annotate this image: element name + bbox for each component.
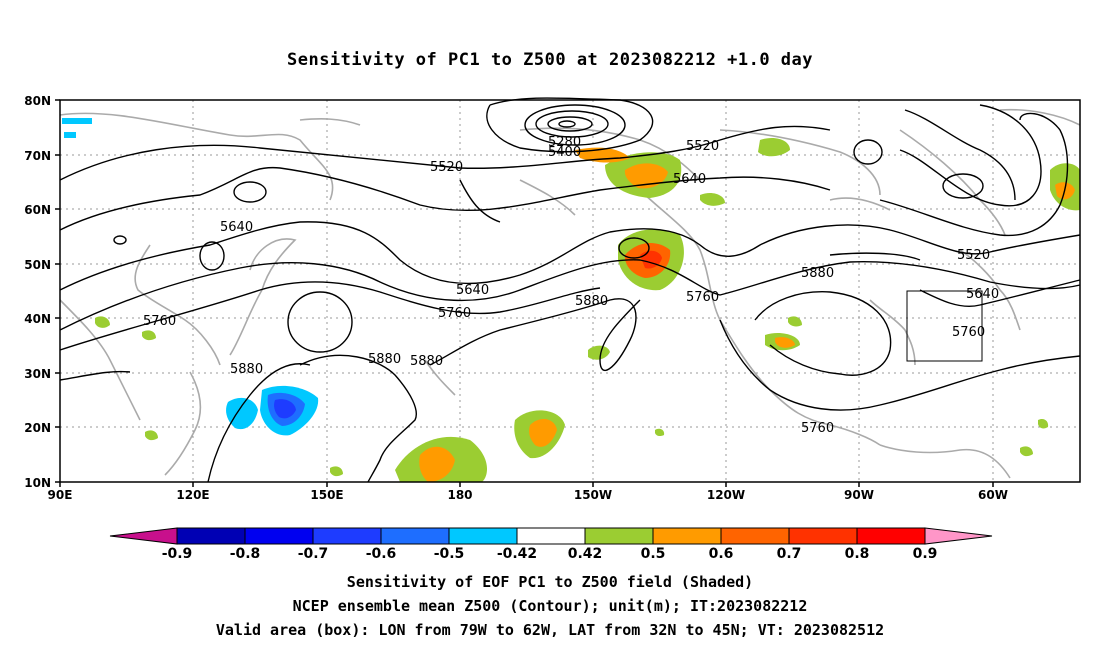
svg-text:40N: 40N — [24, 312, 51, 326]
colorbar-tick-label: 0.6 — [709, 546, 734, 562]
colorbar-tick-label: 0.7 — [777, 546, 802, 562]
grid-lines — [60, 100, 1080, 482]
svg-text:5880: 5880 — [801, 266, 834, 281]
sensitivity-shading — [62, 118, 1080, 482]
svg-text:5520: 5520 — [430, 160, 463, 175]
caption-shaded: Sensitivity of EOF PC1 to Z500 field (Sh… — [346, 573, 754, 591]
latitude-labels: 80N 70N 60N 50N 40N 30N 20N 10N — [24, 94, 51, 490]
svg-text:10N: 10N — [24, 476, 51, 490]
svg-text:5880: 5880 — [230, 362, 263, 377]
svg-text:5280: 5280 — [548, 135, 581, 150]
svg-text:5760: 5760 — [143, 314, 176, 329]
svg-text:5880: 5880 — [575, 294, 608, 309]
valid-area-box — [906, 290, 983, 362]
colorbar-extend-high — [924, 527, 993, 545]
svg-text:5760: 5760 — [801, 421, 834, 436]
longitude-labels: 90E 120E 150E 180 150W 120W 90W 60W — [48, 488, 1008, 502]
colorbar-swatch — [312, 527, 382, 545]
svg-text:30N: 30N — [24, 367, 51, 381]
colorbar-tick-label: -0.6 — [366, 546, 397, 562]
colorbar-tick-label: 0.5 — [641, 546, 666, 562]
svg-text:80N: 80N — [24, 94, 51, 108]
map-frame — [59, 99, 1081, 483]
svg-text:5640: 5640 — [966, 287, 999, 302]
svg-text:5640: 5640 — [673, 172, 706, 187]
colorbar-tick-label: 0.42 — [568, 546, 603, 562]
colorbar-extend-low — [109, 527, 178, 545]
svg-text:60W: 60W — [978, 488, 1008, 502]
svg-text:120W: 120W — [707, 488, 745, 502]
colorbar-swatch — [652, 527, 722, 545]
colorbar-swatch — [856, 527, 926, 545]
svg-text:5520: 5520 — [686, 139, 719, 154]
svg-text:90W: 90W — [844, 488, 874, 502]
svg-text:180: 180 — [447, 488, 472, 502]
svg-text:20N: 20N — [24, 421, 51, 435]
colorbar-tick-label: -0.42 — [497, 546, 537, 562]
caption-valid-area: Valid area (box): LON from 79W to 62W, L… — [215, 621, 885, 639]
colorbar-tick-label: -0.7 — [298, 546, 329, 562]
svg-text:5640: 5640 — [220, 220, 253, 235]
z500-contours — [59, 97, 1081, 483]
svg-text:70N: 70N — [24, 149, 51, 163]
colorbar-swatch — [516, 527, 586, 545]
colorbar-tick-label: -0.5 — [434, 546, 465, 562]
svg-text:5760: 5760 — [438, 306, 471, 321]
colorbar-swatch — [584, 527, 654, 545]
colorbar-tick-label: -0.8 — [230, 546, 261, 562]
caption-contour: NCEP ensemble mean Z500 (Contour); unit(… — [292, 597, 808, 615]
svg-text:5400: 5400 — [548, 145, 581, 160]
colorbar: -0.9 -0.8 -0.7 -0.6 -0.5 -0.42 0.42 0.5 0.6 0.7 0.… — [109, 527, 993, 562]
svg-text:90E: 90E — [48, 488, 73, 502]
svg-text:150W: 150W — [574, 488, 612, 502]
svg-text:5520: 5520 — [957, 248, 990, 263]
svg-text:5760: 5760 — [952, 325, 985, 340]
svg-text:5880: 5880 — [410, 354, 443, 369]
svg-text:5880: 5880 — [368, 352, 401, 367]
colorbar-swatch — [380, 527, 450, 545]
colorbar-tick-label: -0.9 — [162, 546, 193, 562]
svg-text:5640: 5640 — [456, 283, 489, 298]
svg-text:60N: 60N — [24, 203, 51, 217]
colorbar-swatch — [244, 527, 314, 545]
svg-text:5760: 5760 — [686, 290, 719, 305]
svg-text:120E: 120E — [176, 488, 209, 502]
colorbar-tick-label: 0.8 — [845, 546, 870, 562]
colorbar-swatch — [720, 527, 790, 545]
svg-text:150E: 150E — [310, 488, 343, 502]
colorbar-swatch — [176, 527, 246, 545]
colorbar-swatch — [788, 527, 858, 545]
colorbar-tick-label: 0.9 — [913, 546, 938, 562]
svg-text:50N: 50N — [24, 258, 51, 272]
colorbar-swatch — [448, 527, 518, 545]
tick-marks — [55, 99, 994, 487]
map-title: Sensitivity of PC1 to Z500 at 2023082212… — [286, 50, 813, 70]
